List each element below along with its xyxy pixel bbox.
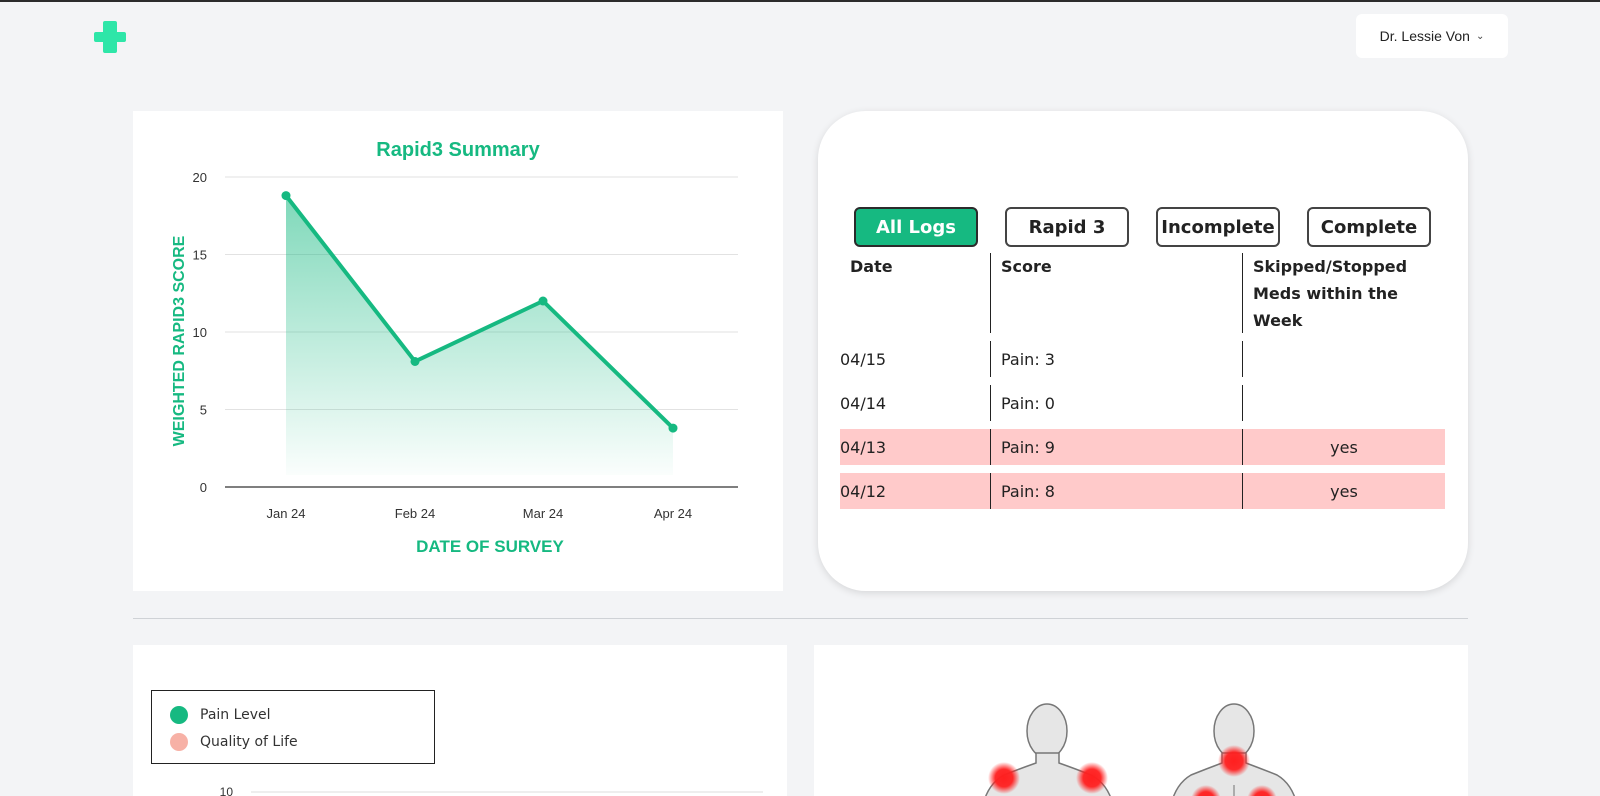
data-point[interactable] [410,356,420,366]
row-score: Pain: 8 [990,473,1242,509]
row-skipped: yes [1242,429,1445,465]
filter-incomplete-button[interactable]: Incomplete [1156,207,1280,247]
medical-cross-icon[interactable] [92,19,128,55]
body-map-card [814,645,1468,796]
column-header-skipped: Skipped/Stopped Meds within the Week [1242,253,1445,333]
y-tick-label: 5 [200,403,207,418]
rapid3-summary-card: Rapid3 Summary WEIGHTED RAPID3 SCORE DAT… [133,111,783,591]
rapid3-chart: Rapid3 Summary WEIGHTED RAPID3 SCORE DAT… [171,139,738,556]
chart-legend: Pain Level Quality of Life [151,690,435,764]
row-score: Pain: 3 [990,341,1242,377]
pain-hotspot[interactable] [1247,785,1277,796]
filter-complete-button[interactable]: Complete [1307,207,1431,247]
column-header-date: Date [850,257,893,276]
legend-label: Pain Level [200,706,271,723]
table-row[interactable]: 04/15 Pain: 3 [840,341,1445,377]
logs-card: All Logs Rapid 3 Incomplete Complete Dat… [818,111,1468,591]
log-filters: All Logs Rapid 3 Incomplete Complete [854,207,1434,247]
chart-ylabel: WEIGHTED RAPID3 SCORE [171,235,188,446]
chart-xlabel: DATE OF SURVEY [416,537,564,556]
x-tick-label: Feb 24 [395,506,435,521]
row-date: 04/15 [840,349,887,369]
legend-item-pain: Pain Level [170,701,434,728]
table-row-flagged[interactable]: 04/12 Pain: 8 yes [840,473,1445,509]
y-tick-label: 10 [193,325,207,340]
y-tick-label: 15 [193,248,207,263]
y-tick-label: 20 [193,170,207,185]
row-score: Pain: 9 [990,429,1242,465]
legend-item-quality: Quality of Life [170,728,434,755]
x-tick-label: Apr 24 [654,506,692,521]
filter-rapid3-button[interactable]: Rapid 3 [1005,207,1129,247]
table-header: Date Score Skipped/Stopped Meds within t… [840,253,1445,333]
table-row[interactable]: 04/14 Pain: 0 [840,385,1445,421]
section-divider [133,618,1468,619]
row-date: 04/13 [840,437,887,457]
pain-hotspot[interactable] [1191,785,1221,796]
row-skipped [1242,341,1445,377]
row-skipped: yes [1242,473,1445,509]
user-menu-button[interactable]: Dr. Lessie Von ⌄ [1356,14,1508,58]
user-name: Dr. Lessie Von [1379,28,1470,44]
column-header-score: Score [990,253,1242,333]
pain-quality-chart-card: Pain Level Quality of Life 10 [133,645,787,796]
data-point[interactable] [538,296,548,306]
series-area [286,195,673,475]
row-date: 04/12 [840,481,887,501]
row-skipped [1242,385,1445,421]
chevron-down-icon: ⌄ [1475,30,1485,42]
pain-chart-axis: 10 [220,785,763,796]
data-point[interactable] [281,191,291,201]
legend-dot [170,705,188,724]
x-tick-label: Mar 24 [523,506,563,521]
row-date: 04/14 [840,393,887,413]
series-line [284,194,675,430]
y-tick-label: 10 [220,785,234,796]
pain-hotspot[interactable] [1076,762,1108,794]
logs-table: Date Score Skipped/Stopped Meds within t… [840,253,1445,509]
pain-hotspot[interactable] [988,762,1020,794]
filter-all-logs-button[interactable]: All Logs [854,207,978,247]
body-outline-icon [985,703,1296,796]
y-tick-label: 0 [200,480,207,495]
row-score: Pain: 0 [990,385,1242,421]
table-row-flagged[interactable]: 04/13 Pain: 9 yes [840,429,1445,465]
pain-hotspot[interactable] [1218,745,1250,777]
legend-dot [170,732,188,751]
x-tick-label: Jan 24 [266,506,305,521]
data-point[interactable] [668,423,678,433]
chart-title: Rapid3 Summary [376,139,540,161]
legend-label: Quality of Life [200,733,298,750]
